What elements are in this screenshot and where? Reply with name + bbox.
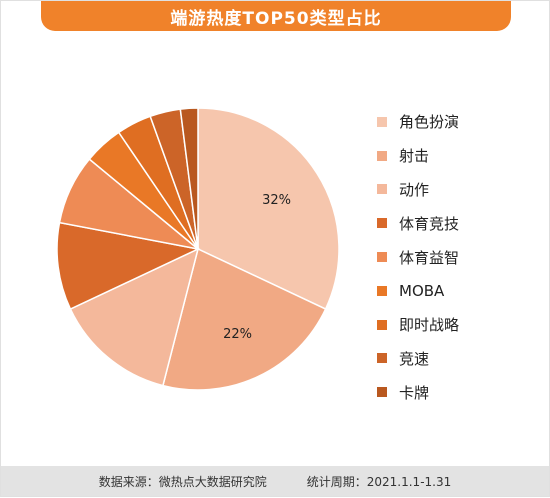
legend-item: MOBA [377, 274, 547, 308]
legend-label: 体育益智 [399, 248, 460, 267]
legend-item: 动作 [377, 173, 547, 207]
chart-title: 端游热度TOP50类型占比 [170, 8, 382, 29]
pie-slice-0 [197, 107, 340, 311]
legend-item: 即时战略 [377, 308, 547, 342]
pie-slices [56, 107, 340, 391]
legend-item: 射击 [377, 139, 547, 173]
legend-swatch [377, 285, 387, 296]
legend-item: 卡牌 [377, 375, 547, 409]
chart-legend: 角色扮演射击动作体育竞技体育益智 MOBA 即时战略竞速卡牌 [377, 105, 547, 409]
legend-swatch [377, 387, 387, 398]
legend-item: 体育益智 [377, 240, 547, 274]
pie-slice-2 [69, 247, 200, 387]
pie-slice-8 [179, 107, 199, 250]
legend-label: 动作 [399, 180, 430, 199]
pie-slice-3 [56, 221, 201, 311]
legend-swatch [377, 319, 387, 330]
legend-label: 卡牌 [399, 383, 430, 402]
legend-swatch [377, 218, 387, 229]
legend-label: 角色扮演 [399, 113, 460, 132]
legend-item: 体育竞技 [377, 206, 547, 240]
pie-data-labels: 32% 22% [223, 193, 291, 342]
stat-period-text: 统计周期：2021.1.1-1.31 [306, 474, 452, 489]
legend-label: 即时战略 [399, 316, 460, 335]
slice-data-label-1: 22% [223, 327, 252, 342]
legend-label: 射击 [399, 147, 430, 166]
legend-swatch [377, 353, 387, 364]
legend-item: 角色扮演 [377, 105, 547, 139]
legend-swatch [377, 150, 387, 161]
legend-label: MOBA [399, 281, 445, 300]
pie-slice-1 [162, 247, 327, 391]
legend-label: 竞速 [399, 349, 430, 368]
legend-swatch [377, 116, 387, 127]
title-banner: 端游热度TOP50类型占比 [41, 1, 511, 31]
legend-item: 竞速 [377, 342, 547, 376]
legend-swatch [377, 184, 387, 195]
legend-swatch [377, 252, 387, 263]
legend-label: 体育竞技 [399, 214, 460, 233]
data-source-text: 数据来源：微热点大数据研究院 [98, 474, 267, 489]
footer-bar: 数据来源：微热点大数据研究院 统计周期：2021.1.1-1.31 [1, 466, 549, 496]
slice-data-label-0: 32% [262, 193, 291, 208]
